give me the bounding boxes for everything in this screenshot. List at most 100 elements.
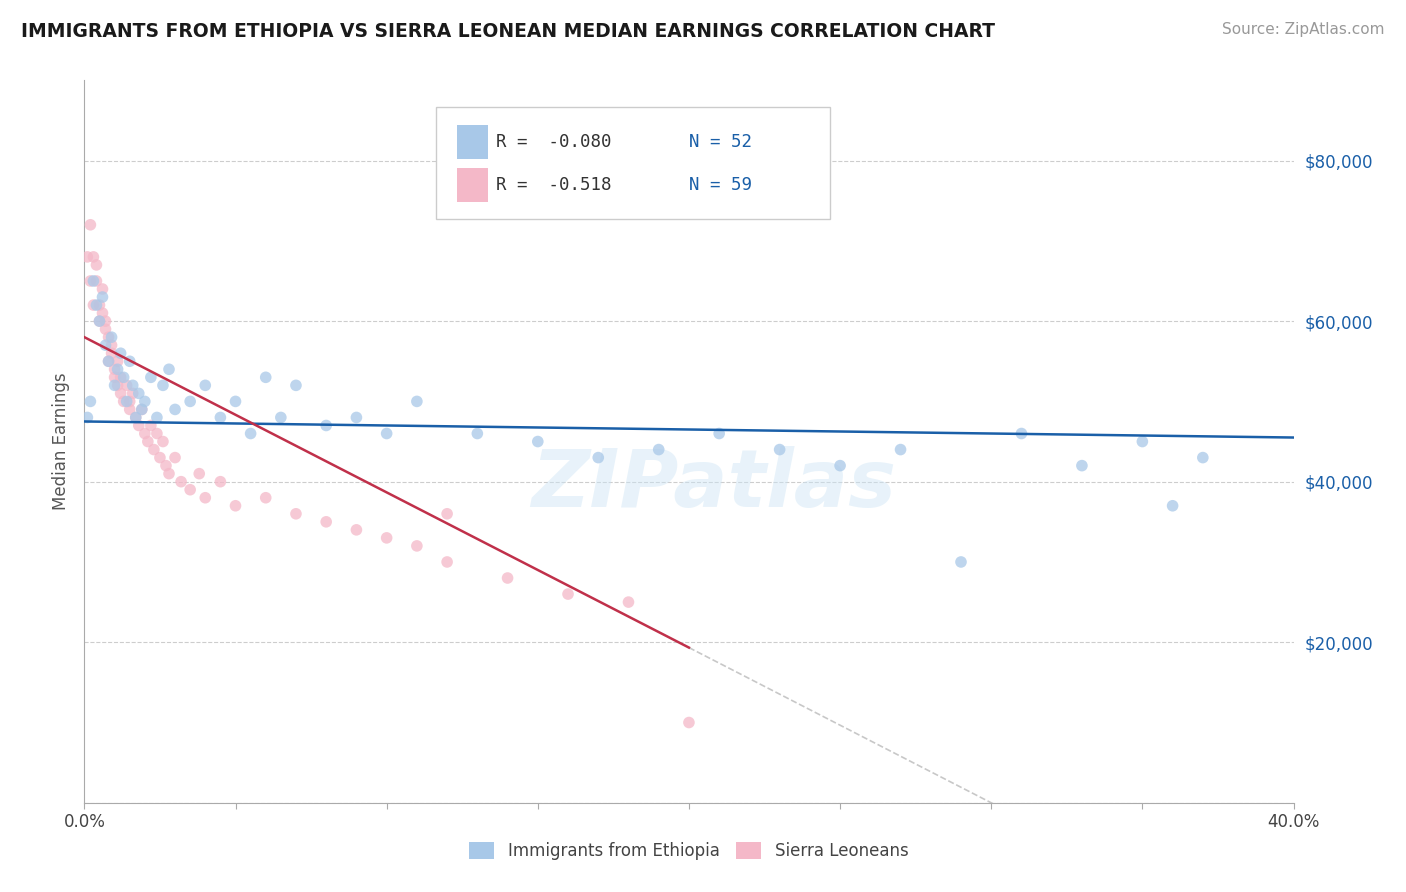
Point — [110, 386, 132, 401]
Point — [406, 539, 429, 553]
Point — [285, 507, 308, 521]
Point — [118, 394, 141, 409]
Point — [142, 442, 165, 457]
Text: R =  -0.518: R = -0.518 — [496, 177, 612, 194]
Point — [86, 298, 108, 312]
Point — [648, 442, 671, 457]
Point — [709, 426, 731, 441]
Point — [270, 410, 292, 425]
Point — [170, 475, 193, 489]
Point — [1192, 450, 1215, 465]
Point — [239, 426, 262, 441]
Point — [112, 394, 135, 409]
Point — [254, 370, 277, 384]
Point — [139, 418, 162, 433]
Legend: Immigrants from Ethiopia, Sierra Leoneans: Immigrants from Ethiopia, Sierra Leonean… — [463, 835, 915, 867]
Point — [89, 314, 111, 328]
Text: Source: ZipAtlas.com: Source: ZipAtlas.com — [1222, 22, 1385, 37]
Point — [157, 467, 180, 481]
Point — [194, 378, 217, 392]
Point — [315, 515, 337, 529]
Point — [107, 354, 129, 368]
Point — [97, 354, 120, 368]
Point — [406, 394, 429, 409]
Point — [100, 338, 122, 352]
Point — [97, 330, 120, 344]
Text: N = 52: N = 52 — [689, 133, 752, 152]
Point — [110, 346, 132, 360]
Point — [149, 450, 172, 465]
Point — [82, 250, 104, 264]
Point — [115, 378, 138, 392]
Point — [225, 499, 247, 513]
Point — [100, 330, 122, 344]
Point — [209, 410, 232, 425]
Point — [194, 491, 217, 505]
Point — [128, 418, 150, 433]
Point — [131, 402, 153, 417]
Point — [112, 370, 135, 384]
Point — [91, 290, 114, 304]
Point — [557, 587, 579, 601]
Point — [1011, 426, 1033, 441]
Point — [128, 386, 150, 401]
Point — [152, 434, 174, 449]
Point — [79, 274, 101, 288]
Point — [588, 450, 610, 465]
Point — [107, 362, 129, 376]
Point — [134, 426, 156, 441]
Point — [890, 442, 912, 457]
Point — [1130, 434, 1153, 449]
Text: IMMIGRANTS FROM ETHIOPIA VS SIERRA LEONEAN MEDIAN EARNINGS CORRELATION CHART: IMMIGRANTS FROM ETHIOPIA VS SIERRA LEONE… — [21, 22, 995, 41]
Point — [179, 483, 201, 497]
Point — [254, 491, 277, 505]
Point — [110, 370, 132, 384]
Point — [1071, 458, 1094, 473]
Point — [527, 434, 550, 449]
Point — [285, 378, 308, 392]
Point — [950, 555, 973, 569]
Point — [125, 410, 148, 425]
Point — [104, 370, 127, 384]
Point — [346, 523, 368, 537]
Point — [617, 595, 640, 609]
Point — [89, 298, 111, 312]
Point — [76, 410, 98, 425]
Point — [97, 354, 120, 368]
Point — [375, 531, 398, 545]
Point — [209, 475, 232, 489]
Point — [830, 458, 852, 473]
Point — [496, 571, 519, 585]
Point — [86, 274, 108, 288]
Point — [346, 410, 368, 425]
Point — [436, 555, 458, 569]
Point — [79, 394, 101, 409]
Point — [82, 298, 104, 312]
Point — [91, 306, 114, 320]
Point — [121, 386, 143, 401]
Point — [165, 402, 187, 417]
Point — [82, 274, 104, 288]
Point — [1161, 499, 1184, 513]
Point — [136, 434, 159, 449]
Point — [225, 394, 247, 409]
Point — [315, 418, 337, 433]
Point — [104, 378, 127, 392]
Text: ZIPatlas: ZIPatlas — [530, 446, 896, 524]
Point — [76, 250, 98, 264]
Point — [104, 362, 127, 376]
Point — [94, 314, 117, 328]
Point — [146, 426, 169, 441]
Y-axis label: Median Earnings: Median Earnings — [52, 373, 70, 510]
Point — [146, 410, 169, 425]
Point — [179, 394, 201, 409]
Point — [799, 161, 821, 176]
Point — [188, 467, 211, 481]
Point — [467, 426, 489, 441]
Text: R =  -0.080: R = -0.080 — [496, 133, 612, 152]
Point — [157, 362, 180, 376]
Point — [89, 314, 111, 328]
Point — [118, 354, 141, 368]
Point — [375, 426, 398, 441]
Point — [125, 410, 148, 425]
